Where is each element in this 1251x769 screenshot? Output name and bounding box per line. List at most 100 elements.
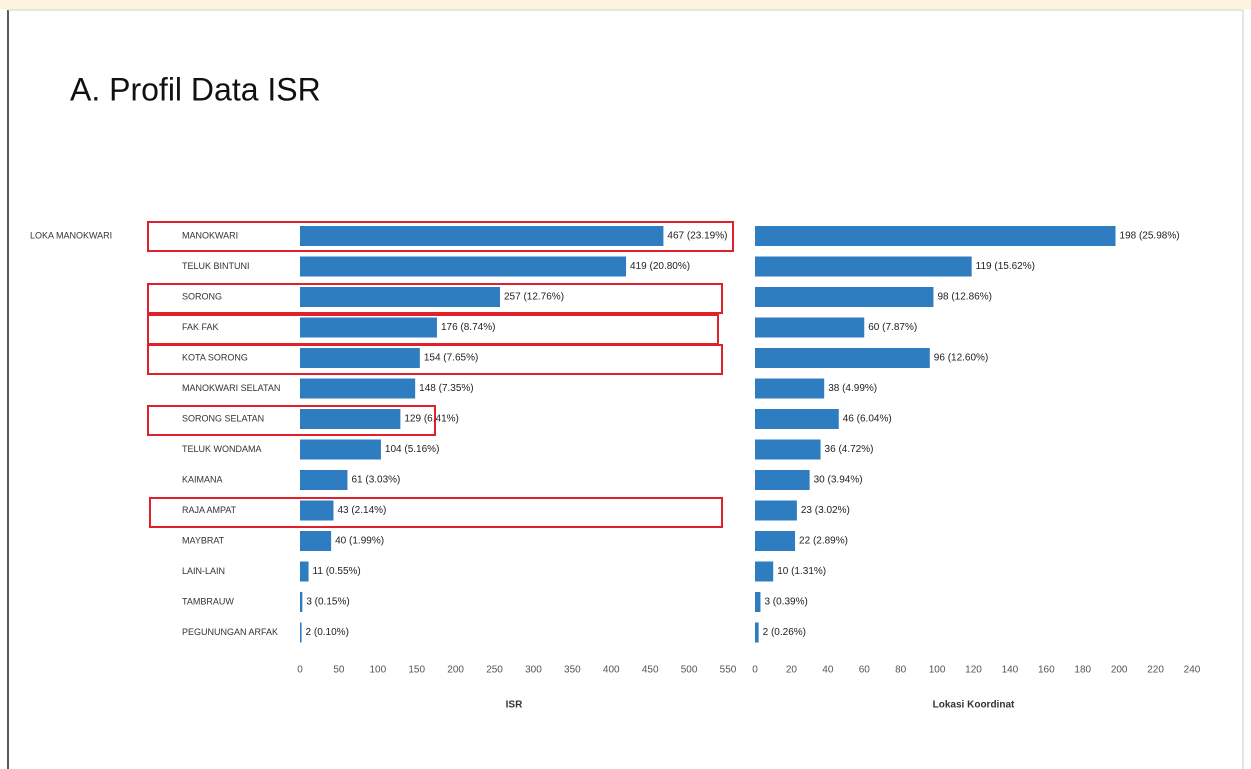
x-tick-label: 20 [786, 665, 798, 676]
x-tick-label: 120 [965, 665, 982, 676]
category-label: SORONG [182, 291, 222, 301]
value-label: 30 (3.94%) [814, 475, 863, 486]
value-label: 176 (8.74%) [441, 322, 495, 333]
x-tick-label: 250 [486, 665, 503, 676]
value-label: 419 (20.80%) [630, 261, 690, 272]
x-tick-label: 160 [1038, 665, 1055, 676]
highlight-box [147, 283, 723, 314]
page-title: A. Profil Data ISR [70, 71, 321, 107]
highlights [147, 221, 734, 528]
highlight-box [147, 221, 734, 252]
top-strip [0, 0, 1251, 9]
x-axis-label: Lokasi Koordinat [933, 700, 1015, 711]
category-label: MANOKWARI SELATAN [182, 383, 280, 393]
value-label: 22 (2.89%) [799, 536, 848, 547]
bar [755, 622, 759, 643]
x-tick-label: 80 [895, 665, 907, 676]
value-label: 154 (7.65%) [424, 353, 478, 364]
bar [300, 226, 664, 246]
value-label: 467 (23.19%) [667, 231, 727, 242]
bar [755, 348, 930, 368]
category-label: MANOKWARI [182, 230, 238, 240]
value-label: 96 (12.60%) [934, 353, 988, 364]
category-label: LAIN-LAIN [182, 566, 225, 576]
x-tick-label: 450 [642, 665, 659, 676]
category-label: SORONG SELATAN [182, 413, 264, 423]
bar [755, 470, 810, 490]
value-label: 61 (3.03%) [351, 475, 400, 486]
highlight-box [147, 344, 723, 375]
x-tick-label: 550 [720, 665, 737, 676]
bar [300, 470, 348, 490]
x-tick-label: 180 [1074, 665, 1091, 676]
x-tick-label: 400 [603, 665, 620, 676]
value-label: 198 (25.98%) [1120, 231, 1180, 242]
category-label: TELUK BINTUNI [182, 261, 250, 271]
bar [755, 226, 1116, 246]
x-tick-label: 50 [333, 665, 345, 676]
value-label: 23 (3.02%) [801, 505, 850, 516]
value-label: 46 (6.04%) [843, 414, 892, 425]
value-label: 38 (4.99%) [828, 383, 877, 394]
x-tick-label: 240 [1184, 665, 1201, 676]
value-label: 98 (12.86%) [937, 292, 991, 303]
bar [755, 317, 865, 338]
category-label: TELUK WONDAMA [182, 444, 262, 454]
row-group-label: LOKA MANOKWARI [30, 230, 112, 240]
category-label: KOTA SORONG [182, 352, 248, 362]
category-label: PEGUNUNGAN ARFAK [182, 627, 278, 637]
bar [300, 317, 437, 338]
x-tick-label: 200 [447, 665, 464, 676]
value-label: 129 (6.41%) [404, 414, 458, 425]
bar [755, 409, 839, 429]
bar [755, 592, 761, 612]
x-tick-label: 0 [752, 665, 758, 676]
value-label: 3 (0.15%) [306, 597, 349, 608]
x-tick-label: 60 [859, 665, 871, 676]
value-label: 2 (0.10%) [306, 627, 349, 638]
bar [300, 409, 401, 429]
x-tick-label: 500 [681, 665, 698, 676]
bar [300, 348, 420, 368]
bar [755, 561, 774, 582]
highlight-box [149, 497, 723, 528]
value-label: 11 (0.55%) [313, 566, 361, 577]
value-label: 104 (5.16%) [385, 444, 439, 455]
value-label: 148 (7.35%) [419, 383, 473, 394]
x-tick-label: 140 [1002, 665, 1019, 676]
x-tick-label: 200 [1111, 665, 1128, 676]
x-tick-label: 0 [297, 665, 303, 676]
bar [755, 287, 934, 307]
value-label: 257 (12.76%) [504, 292, 564, 303]
value-label: 3 (0.39%) [764, 597, 807, 608]
bar [300, 378, 416, 399]
bar [300, 622, 302, 643]
bar [300, 561, 309, 582]
value-label: 2 (0.26%) [763, 627, 806, 638]
bar [755, 256, 972, 277]
bar [300, 592, 303, 612]
value-label: 40 (1.99%) [335, 536, 384, 547]
category-label: RAJA AMPAT [182, 505, 237, 515]
x-tick-label: 220 [1147, 665, 1164, 676]
highlight-box [147, 405, 436, 436]
bar [755, 378, 825, 399]
category-label: FAK FAK [182, 322, 219, 332]
x-tick-label: 40 [822, 665, 834, 676]
x-tick-label: 350 [564, 665, 581, 676]
bar [300, 256, 627, 277]
category-label: TAMBRAUW [182, 596, 234, 606]
category-label: MAYBRAT [182, 535, 225, 545]
x-tick-label: 150 [408, 665, 425, 676]
x-tick-label: 300 [525, 665, 542, 676]
x-tick-label: 100 [369, 665, 386, 676]
value-label: 119 (15.62%) [976, 261, 1035, 272]
x-axis-label: ISR [506, 700, 523, 711]
value-label: 10 (1.31%) [777, 566, 826, 577]
bar [755, 439, 821, 460]
bar [300, 500, 334, 521]
bar [300, 287, 500, 307]
value-label: 43 (2.14%) [337, 505, 386, 516]
bar [755, 500, 797, 521]
